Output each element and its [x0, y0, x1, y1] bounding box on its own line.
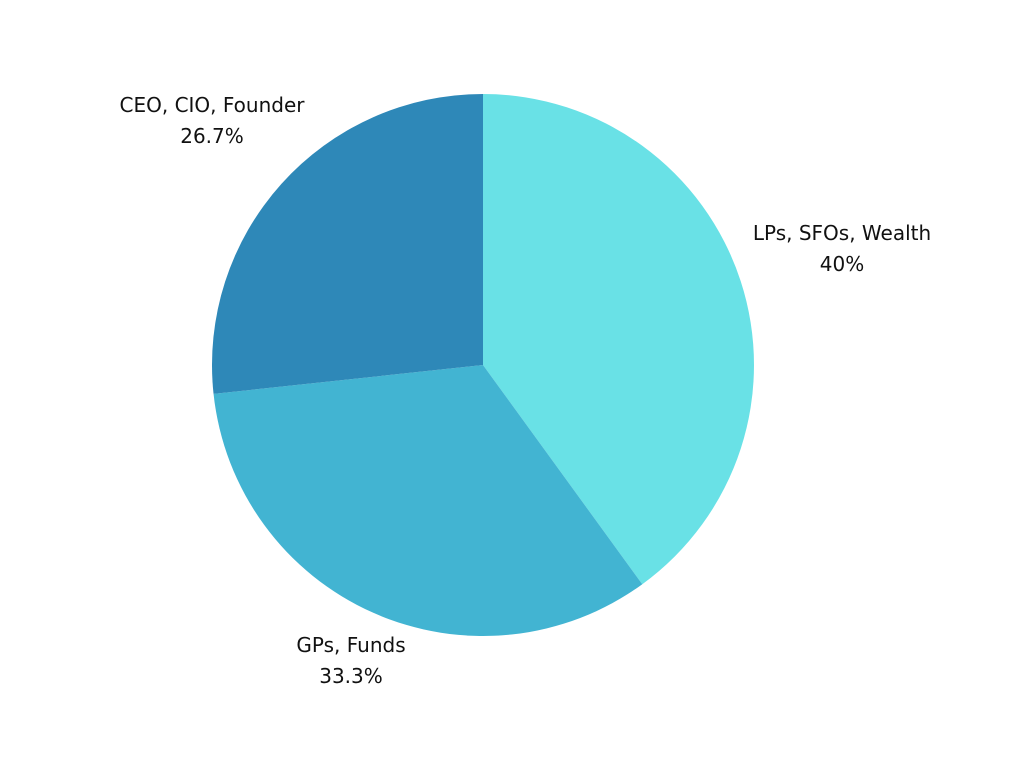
slice-category-label: GPs, Funds [296, 633, 406, 657]
pie-slice-ceo-cio-founder [211, 94, 483, 394]
pie-slice-lps-sfos-wealth [483, 94, 754, 585]
slice-percent-label: 40% [819, 252, 865, 276]
slice-label-lps-sfos-wealth: LPs, SFOs, Wealth 40% [753, 218, 931, 280]
slice-category-label: CEO, CIO, Founder [119, 93, 305, 117]
pie-slice-gps-funds [213, 365, 643, 636]
slice-percent-label: 26.7% [180, 124, 244, 148]
slice-category-label: LPs, SFOs, Wealth [752, 221, 932, 245]
slice-label-ceo-cio-founder: CEO, CIO, Founder 26.7% [120, 90, 305, 152]
slice-percent-label: 33.3% [319, 664, 383, 688]
slice-label-gps-funds: GPs, Funds 33.3% [296, 630, 405, 692]
